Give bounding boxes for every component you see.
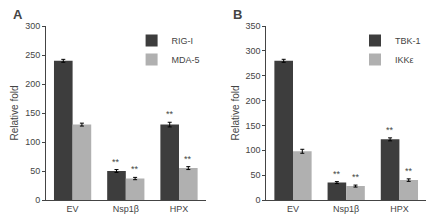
svg-text:250: 250 [246, 71, 261, 81]
svg-text:350: 350 [246, 21, 261, 31]
svg-text:A: A [13, 7, 23, 22]
svg-text:200: 200 [246, 96, 261, 106]
svg-text:**: ** [352, 172, 360, 182]
svg-text:B: B [233, 7, 242, 22]
svg-text:200: 200 [25, 79, 40, 89]
svg-text:TBK-1: TBK-1 [395, 36, 421, 46]
svg-text:**: ** [386, 125, 394, 135]
svg-text:EV: EV [287, 204, 299, 214]
svg-text:MDA-5: MDA-5 [172, 55, 200, 65]
svg-text:**: ** [405, 166, 413, 176]
svg-text:100: 100 [25, 137, 40, 147]
svg-text:Relative fold: Relative fold [9, 85, 20, 140]
svg-text:50: 50 [30, 166, 40, 176]
svg-text:HPX: HPX [170, 204, 189, 214]
svg-text:**: ** [184, 154, 192, 164]
svg-text:0: 0 [256, 195, 261, 205]
svg-text:150: 150 [246, 121, 261, 131]
svg-text:IKKε: IKKε [395, 55, 414, 65]
svg-text:0: 0 [35, 195, 40, 205]
svg-text:HPX: HPX [390, 204, 409, 214]
svg-text:50: 50 [251, 170, 261, 180]
svg-text:150: 150 [25, 108, 40, 118]
svg-text:300: 300 [246, 46, 261, 56]
svg-text:**: ** [112, 157, 120, 167]
svg-text:**: ** [131, 164, 139, 174]
svg-text:300: 300 [25, 21, 40, 31]
svg-text:Nsp1β: Nsp1β [113, 204, 139, 214]
svg-text:EV: EV [67, 204, 79, 214]
svg-text:100: 100 [246, 145, 261, 155]
svg-text:**: ** [333, 169, 341, 179]
svg-text:RIG-I: RIG-I [172, 36, 194, 46]
svg-text:250: 250 [25, 50, 40, 60]
svg-text:Relative fold: Relative fold [230, 85, 241, 140]
svg-text:**: ** [166, 109, 174, 119]
svg-text:Nsp1β: Nsp1β [333, 204, 359, 214]
